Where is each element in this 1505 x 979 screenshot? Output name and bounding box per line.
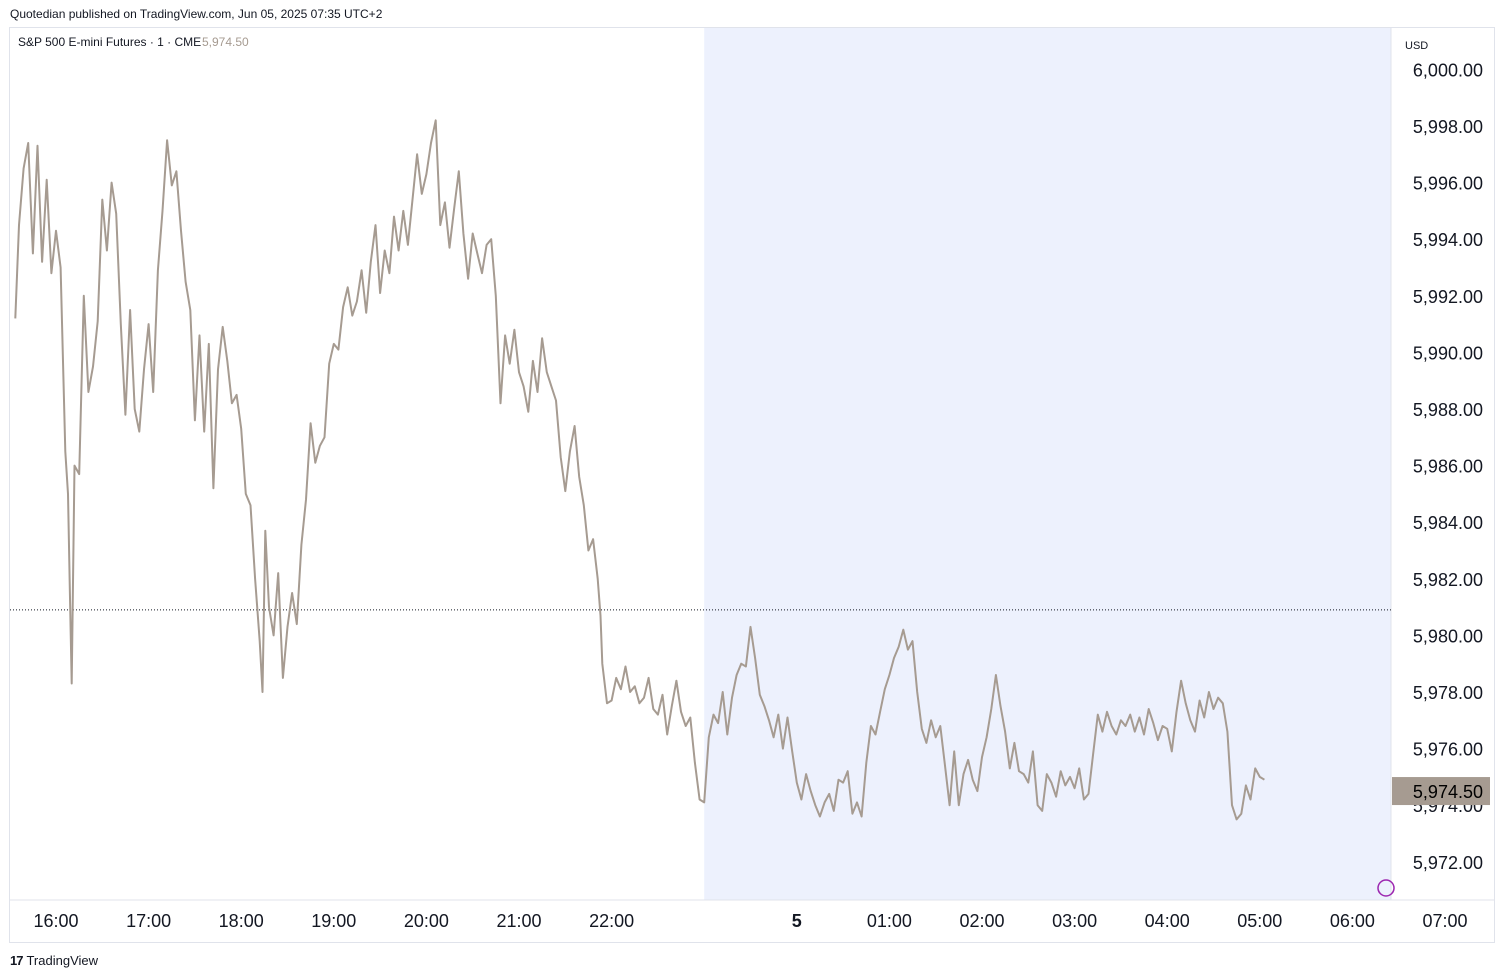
y-tick-label: 6,000.00 (1413, 60, 1483, 80)
x-tick-label: 01:00 (867, 911, 912, 931)
last-price-label: 5,974.50 (1413, 782, 1483, 802)
y-tick-label: 5,984.00 (1413, 513, 1483, 533)
y-tick-label: 5,988.00 (1413, 400, 1483, 420)
y-tick-label: 5,980.00 (1413, 626, 1483, 646)
x-tick-label: 21:00 (496, 911, 541, 931)
y-tick-label: 5,994.00 (1413, 230, 1483, 250)
y-tick-label: 5,990.00 (1413, 343, 1483, 363)
x-tick-label: 07:00 (1422, 911, 1467, 931)
price-chart[interactable]: 6,000.00 5,998.00 5,996.00 5,994.00 5,992.00… (10, 28, 1494, 942)
y-tick-label: 5,976.00 (1413, 740, 1483, 760)
session-shade (704, 28, 1391, 900)
alert-icon[interactable] (1377, 879, 1395, 897)
x-tick-label: 20:00 (404, 911, 449, 931)
y-tick-label: 5,986.00 (1413, 457, 1483, 477)
price-line-series[interactable] (14, 119, 1265, 821)
x-tick-label: 05:00 (1237, 911, 1282, 931)
footer-branding: 17 TradingView (10, 953, 98, 968)
x-tick-label: 16:00 (33, 911, 78, 931)
x-tick-label: 18:00 (219, 911, 264, 931)
x-tick-label: 22:00 (589, 911, 634, 931)
y-tick-label: 5,998.00 (1413, 117, 1483, 137)
y-tick-label: 5,992.00 (1413, 287, 1483, 307)
tradingview-logo-icon: 17 (10, 953, 24, 968)
x-tick-label: 06:00 (1330, 911, 1375, 931)
publisher-line: Quotedian published on TradingView.com, … (10, 7, 383, 21)
chart-frame: 6,000.00 5,998.00 5,996.00 5,994.00 5,992.00… (9, 27, 1495, 943)
x-tick-label: 5 (792, 911, 802, 931)
currency-label: USD (1405, 40, 1428, 52)
x-tick-label: 17:00 (126, 911, 171, 931)
x-tick-label: 02:00 (959, 911, 1004, 931)
last-price-badge (1392, 777, 1490, 806)
footer-brand-label: TradingView (26, 953, 99, 968)
chart-title: S&P 500 E-mini Futures · 1 · CME (18, 35, 201, 49)
y-tick-label: 5,972.00 (1413, 853, 1483, 873)
y-tick-label: 5,978.00 (1413, 683, 1483, 703)
x-tick-label: 03:00 (1052, 911, 1097, 931)
y-tick-label: 5,996.00 (1413, 174, 1483, 194)
x-tick-label: 04:00 (1145, 911, 1190, 931)
y-tick-label: 5,982.00 (1413, 570, 1483, 590)
title-price: 5,974.50 (202, 35, 249, 49)
x-tick-label: 19:00 (311, 911, 356, 931)
